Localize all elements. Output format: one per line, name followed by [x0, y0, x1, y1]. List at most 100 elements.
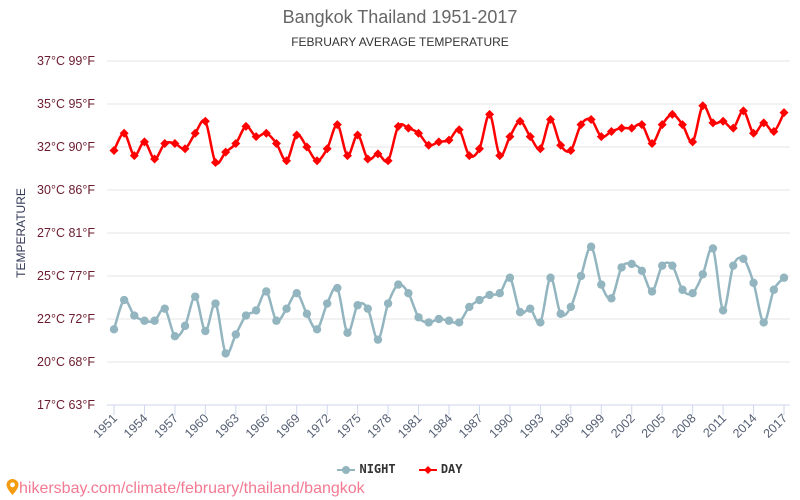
data-point — [505, 273, 515, 282]
data-point — [779, 273, 789, 282]
y-tick-label: 32°C 90°F — [37, 140, 95, 154]
x-tick-label: 1969 — [273, 411, 303, 441]
data-point — [241, 311, 251, 320]
legend-item-day[interactable]: DAY — [418, 462, 463, 476]
data-point — [312, 156, 322, 166]
data-point — [129, 151, 139, 161]
data-point — [200, 116, 210, 126]
y-tick-label: 25°C 77°F — [37, 269, 95, 283]
data-point — [414, 128, 424, 138]
data-point — [180, 321, 190, 331]
data-point — [373, 335, 383, 344]
data-point — [394, 280, 403, 289]
data-point — [485, 109, 495, 119]
data-point — [231, 330, 241, 339]
data-point — [566, 302, 576, 312]
x-tick-label: 2017 — [761, 411, 791, 441]
data-point — [475, 295, 484, 305]
x-tick-label: 1975 — [334, 411, 364, 441]
data-point — [221, 147, 231, 157]
data-point — [383, 156, 393, 166]
data-point — [485, 290, 494, 300]
data-point — [262, 287, 271, 296]
data-point — [292, 289, 301, 298]
data-point — [353, 130, 363, 140]
x-tick-label: 1966 — [243, 411, 273, 441]
data-point — [586, 242, 596, 251]
data-point — [292, 130, 302, 140]
data-point — [515, 307, 525, 317]
x-tick-label: 1990 — [486, 411, 516, 441]
data-point — [606, 127, 616, 137]
data-point — [343, 328, 352, 337]
data-point — [708, 118, 718, 128]
legend-night-label: NIGHT — [359, 462, 396, 476]
x-tick-label: 1993 — [517, 411, 547, 441]
series-line — [112, 104, 786, 165]
data-point — [251, 306, 261, 315]
data-point — [404, 289, 413, 298]
legend-day-label: DAY — [440, 462, 463, 476]
data-point — [617, 123, 627, 133]
data-point — [403, 123, 413, 133]
data-point — [119, 128, 129, 138]
y-tick-label: 30°C 86°F — [37, 183, 95, 197]
data-point — [302, 142, 312, 152]
data-point — [414, 313, 423, 322]
x-tick-label: 2011 — [700, 411, 729, 440]
data-point — [779, 108, 789, 118]
x-tick-label: 1984 — [426, 411, 456, 441]
data-point — [525, 132, 535, 142]
watermark-text: hikersbay.com/climate/february/thailand/… — [19, 480, 365, 497]
data-point — [465, 302, 474, 312]
data-point — [251, 132, 261, 142]
data-point — [191, 292, 200, 301]
watermark[interactable]: hikersbay.com/climate/february/thailand/… — [6, 479, 365, 498]
data-point — [698, 101, 708, 111]
legend-night-marker-icon — [337, 465, 356, 474]
data-point — [170, 332, 180, 341]
data-point — [749, 128, 759, 138]
y-tick-label: 35°C 95°F — [37, 97, 95, 111]
data-point — [627, 123, 637, 133]
legend-item-night[interactable]: NIGHT — [337, 462, 396, 476]
data-point — [444, 135, 454, 145]
data-point — [454, 318, 464, 327]
data-point — [170, 139, 180, 149]
data-point — [759, 118, 769, 128]
chart-title: Bangkok Thailand 1951-2017 — [282, 7, 518, 27]
data-point — [738, 106, 748, 116]
data-point — [627, 259, 636, 269]
data-point — [150, 154, 160, 164]
data-point — [160, 304, 169, 313]
data-point — [221, 349, 230, 358]
x-tick-label: 2005 — [639, 411, 669, 441]
data-point — [536, 318, 545, 327]
data-point — [322, 144, 332, 154]
data-point — [444, 316, 454, 325]
data-point — [698, 270, 707, 279]
y-tick-label: 27°C 81°F — [37, 226, 95, 240]
data-point — [769, 285, 779, 294]
data-point — [637, 266, 647, 276]
data-point — [647, 287, 657, 296]
data-point — [739, 254, 748, 263]
data-point — [434, 314, 444, 324]
data-point — [211, 157, 221, 167]
data-point — [353, 301, 362, 310]
data-point — [718, 306, 728, 315]
data-point — [688, 289, 697, 298]
data-point — [759, 318, 768, 327]
data-point — [546, 273, 555, 282]
data-point — [373, 149, 383, 159]
data-point — [424, 140, 434, 150]
x-tick-label: 1987 — [456, 411, 486, 441]
data-point — [718, 116, 728, 126]
data-point — [109, 325, 119, 334]
y-tick-label: 22°C 72°F — [37, 312, 95, 326]
data-point — [617, 263, 626, 272]
x-tick-label: 1951 — [91, 411, 121, 441]
data-point — [231, 139, 241, 149]
data-point — [597, 280, 606, 289]
